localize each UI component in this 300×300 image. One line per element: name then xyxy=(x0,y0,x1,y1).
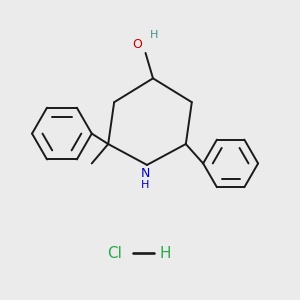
Text: N: N xyxy=(141,167,150,180)
Text: H: H xyxy=(150,30,158,40)
Text: O: O xyxy=(132,38,142,52)
Text: H: H xyxy=(159,245,171,260)
Text: H: H xyxy=(141,181,150,190)
Text: Cl: Cl xyxy=(107,245,122,260)
